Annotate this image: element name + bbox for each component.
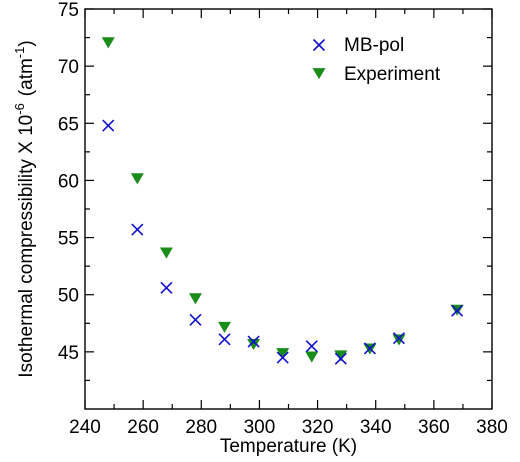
experiment-point — [334, 350, 348, 362]
mbpol-point — [102, 119, 115, 132]
mbpol-point — [160, 281, 173, 294]
experiment-point — [159, 247, 173, 259]
legend-mbpol-x-marker — [312, 38, 326, 52]
experiment-point — [392, 334, 406, 346]
x-tick-label: 280 — [185, 417, 217, 438]
y-axis-label-unit-prefix: (atm — [16, 58, 37, 96]
x-tick-label: 300 — [244, 417, 276, 438]
x-tick-label: 380 — [476, 417, 508, 438]
experiment-point — [276, 348, 290, 360]
y-axis-label-unit-exponent: -1 — [12, 47, 27, 59]
y-axis-label-unit-suffix: ) — [16, 40, 37, 46]
x-tick-label: 320 — [302, 417, 334, 438]
mbpol-point — [451, 304, 464, 317]
x-axis-label: Temperature (K) — [220, 436, 357, 457]
axis-ticks — [84, 8, 493, 409]
y-tick-label: 60 — [58, 171, 79, 192]
x-tick-label: 340 — [360, 417, 392, 438]
experiment-point — [130, 173, 144, 185]
y-axis-label: Isothermal compressibility X 10-6 (atm-1) — [12, 40, 37, 377]
mbpol-point — [218, 333, 231, 346]
data-points — [101, 37, 464, 365]
y-axis-label-main: Isothermal compressibility X 10 — [16, 115, 37, 378]
experiment-point — [188, 293, 202, 305]
x-tick-label: 240 — [69, 417, 101, 438]
experiment-point — [247, 338, 261, 351]
experiment-point — [101, 37, 115, 49]
y-tick-label: 65 — [58, 114, 79, 135]
x-tick-label: 360 — [418, 417, 450, 438]
y-tick-label: 50 — [58, 286, 79, 307]
mbpol-point — [363, 342, 376, 355]
legend-marker-mbpol — [312, 38, 326, 52]
legend-experiment-triangle-marker — [312, 68, 326, 80]
legend-marker-experiment — [312, 68, 326, 80]
legend-label-experiment: Experiment — [344, 64, 441, 85]
mbpol-point — [305, 340, 318, 353]
legend: MB-pol Experiment — [312, 35, 441, 85]
experiment-point — [218, 321, 232, 333]
x-tick-label: 260 — [127, 417, 159, 438]
legend-label-mbpol: MB-pol — [344, 35, 404, 56]
y-axis-label-exponent: -6 — [12, 103, 27, 115]
y-tick-labels: 45 50 55 60 65 70 75 — [58, 0, 79, 364]
mbpol-point — [334, 352, 347, 365]
mbpol-point — [131, 223, 144, 236]
y-tick-label: 55 — [58, 229, 79, 250]
y-tick-label: 70 — [58, 57, 79, 78]
y-tick-label: 75 — [58, 0, 79, 21]
mbpol-point — [276, 351, 289, 364]
x-tick-labels: 240 260 280 300 320 340 360 380 — [69, 417, 508, 438]
y-tick-label: 45 — [58, 343, 79, 364]
experiment-point — [305, 351, 319, 363]
mbpol-point — [189, 313, 202, 326]
mbpol-point — [392, 332, 406, 345]
mbpol-point — [247, 335, 260, 348]
